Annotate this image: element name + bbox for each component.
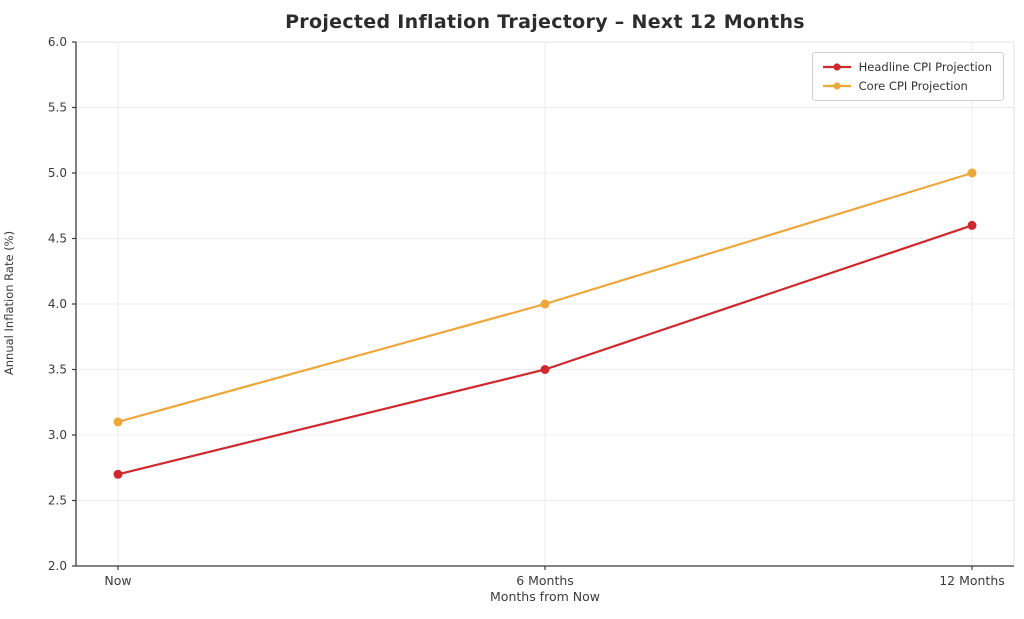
data-point-headline-cpi-projection (967, 220, 977, 230)
legend: Headline CPI Projection Core CPI Project… (811, 52, 1004, 101)
legend-label-headline: Headline CPI Projection (858, 60, 992, 74)
y-tick-label: 3.0 (48, 428, 67, 442)
y-tick-label: 4.5 (48, 232, 67, 246)
y-tick-label: 6.0 (48, 35, 67, 49)
x-tick-label: 12 Months (939, 573, 1005, 588)
legend-marker-core-icon (833, 82, 841, 90)
legend-label-core: Core CPI Projection (858, 79, 968, 93)
y-tick-label: 5.0 (48, 166, 67, 180)
data-point-headline-cpi-projection (113, 469, 123, 479)
legend-swatch-core (822, 82, 851, 90)
y-tick-label: 2.5 (48, 494, 67, 508)
y-tick-label: 2.0 (48, 559, 67, 573)
y-tick-label: 3.5 (48, 363, 67, 377)
y-tick-label: 4.0 (48, 297, 67, 311)
data-point-core-cpi-projection (967, 168, 977, 178)
legend-swatch-headline (822, 63, 851, 71)
legend-item-headline-cpi: Headline CPI Projection (822, 60, 992, 74)
x-axis-label: Months from Now (490, 589, 600, 604)
data-point-core-cpi-projection (113, 417, 123, 427)
data-point-core-cpi-projection (540, 299, 550, 309)
legend-marker-headline-icon (833, 63, 841, 71)
data-point-headline-cpi-projection (540, 365, 550, 374)
chart-title: Projected Inflation Trajectory – Next 12… (285, 11, 805, 33)
x-tick-label: 6 Months (516, 573, 574, 588)
x-tick-label: Now (104, 573, 131, 588)
y-tick-label: 5.5 (48, 101, 67, 115)
legend-item-core-cpi: Core CPI Projection (822, 79, 992, 93)
